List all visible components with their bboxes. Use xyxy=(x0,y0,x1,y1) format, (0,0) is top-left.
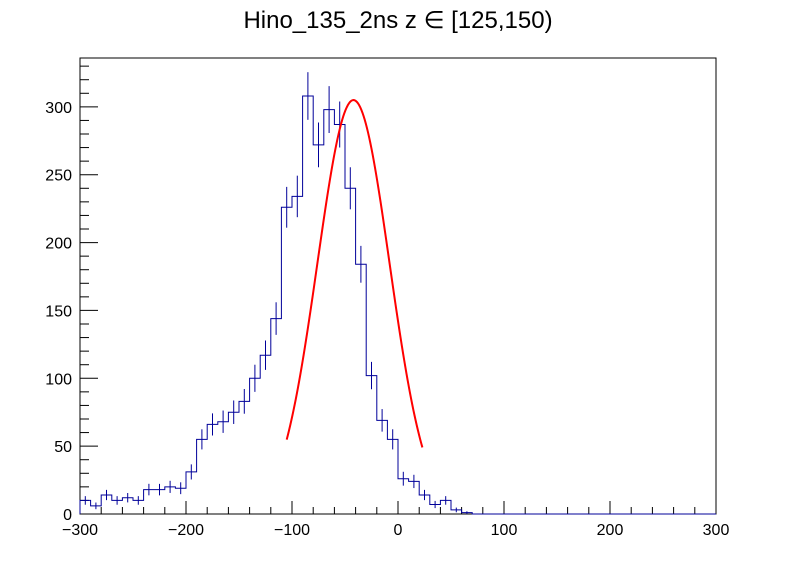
y-tick-label: 300 xyxy=(45,100,72,117)
x-tick-label: 100 xyxy=(491,522,518,539)
x-tick-label: 200 xyxy=(597,522,624,539)
x-tick-label: −300 xyxy=(62,522,98,539)
x-axis: −300 −200 −100 0 100 200 300 xyxy=(62,501,729,539)
x-tick-label: −100 xyxy=(274,522,310,539)
chart-title: Hino_135_2ns z ∈ [125,150) xyxy=(243,7,552,34)
histogram-outline xyxy=(79,95,716,515)
y-tick-label: 150 xyxy=(45,303,72,320)
y-tick-label: 100 xyxy=(45,371,72,388)
y-tick-label: 50 xyxy=(54,439,72,456)
x-tick-label: 0 xyxy=(394,522,403,539)
x-tick-label: −200 xyxy=(168,522,204,539)
histogram xyxy=(79,95,716,515)
y-tick-label: 0 xyxy=(63,507,72,524)
gaussian-fit-curve xyxy=(285,99,424,448)
y-tick-label: 250 xyxy=(45,168,72,185)
y-tick-label: 200 xyxy=(45,236,72,253)
error-bars xyxy=(84,72,468,514)
y-axis: 0 50 100 150 200 250 300 xyxy=(45,65,98,524)
x-tick-label: 300 xyxy=(703,522,730,539)
